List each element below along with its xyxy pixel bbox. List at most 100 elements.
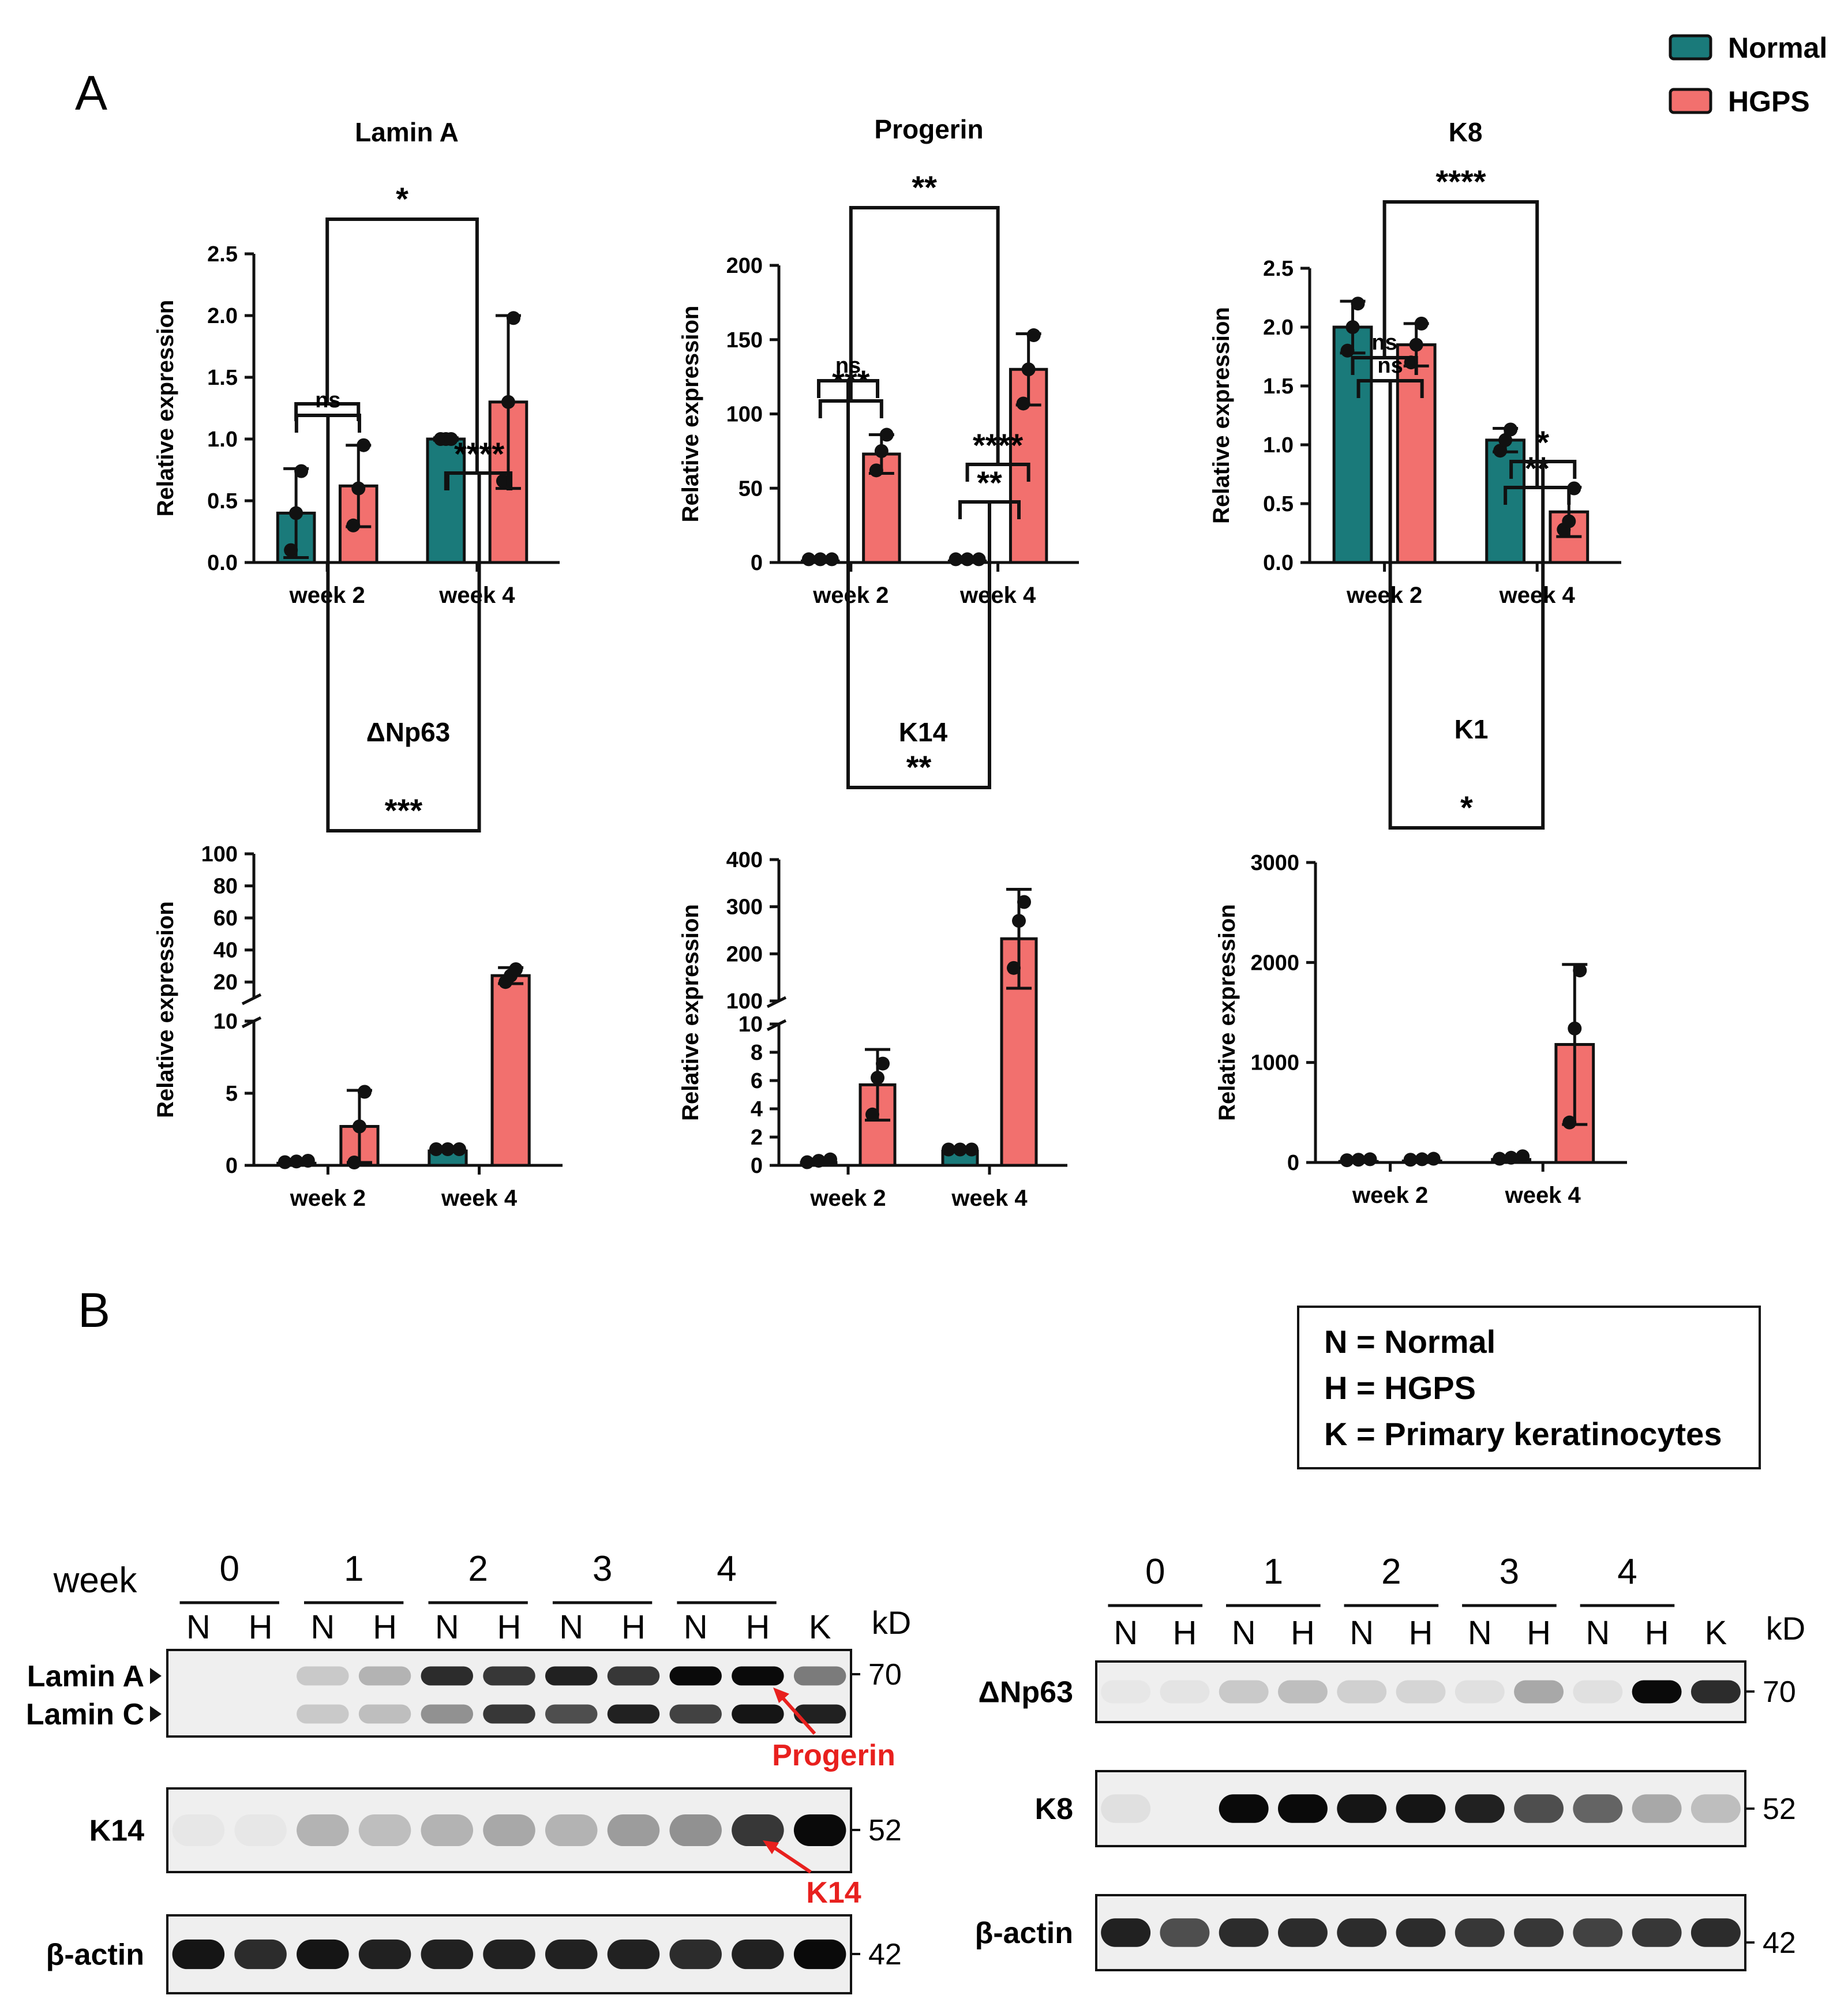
kd-marker: 52 [868, 1814, 902, 1847]
data-point [1504, 422, 1518, 437]
y-axis-label: Relative expression [1209, 307, 1234, 524]
y-tick-label: 0.5 [1263, 492, 1294, 516]
y-tick-label: 8 [751, 1041, 763, 1065]
significance-label: * [1536, 424, 1549, 460]
data-point [1498, 433, 1513, 447]
significance-label: ns [1377, 354, 1403, 378]
lane-label: K [809, 1608, 831, 1646]
band-actin [1278, 1918, 1328, 1947]
data-point [813, 552, 827, 567]
lane-label: H [745, 1608, 770, 1646]
band-K14 [421, 1814, 474, 1847]
y-tick-label: 1.5 [207, 366, 238, 390]
y-tick-label: 0.5 [207, 489, 238, 513]
band-actin [732, 1939, 784, 1970]
y-axis-label: Relative expression [153, 901, 178, 1118]
y-axis-label: Relative expression [678, 306, 703, 523]
chart-title: ΔNp63 [366, 717, 451, 747]
band-lamin-a [358, 1666, 411, 1686]
chart-title: K14 [899, 717, 948, 747]
y-tick-label: 0.0 [207, 551, 238, 575]
row-label-K8: K8 [1035, 1792, 1073, 1826]
data-point [1021, 362, 1036, 377]
data-point [1351, 1153, 1366, 1167]
band-dNp63 [1455, 1680, 1505, 1704]
significance-label: ns [315, 388, 340, 412]
band-lamin-c [545, 1704, 598, 1724]
lane-label: N [310, 1608, 335, 1646]
data-point [869, 463, 883, 478]
band-lamin-a [483, 1666, 535, 1686]
week-number: 0 [1145, 1552, 1165, 1592]
significance-label: * [396, 181, 408, 217]
significance-bracket-outer [325, 217, 479, 473]
band-actin [421, 1939, 474, 1970]
lane-label: H [1172, 1614, 1197, 1652]
data-point [1562, 514, 1576, 528]
y-tick-label: 50 [739, 477, 763, 501]
band-actin [483, 1939, 535, 1970]
lane-label: N [186, 1608, 211, 1646]
row-label-lamin-c: Lamin C [26, 1698, 144, 1731]
band-K14 [545, 1814, 598, 1847]
row-label-actin: β-actin [975, 1917, 1073, 1950]
bar-hgps-week4 [490, 974, 531, 1167]
band-K8 [1101, 1794, 1151, 1823]
lane-label: H [1409, 1614, 1433, 1652]
y-tick-label: 200 [726, 942, 763, 966]
significance-bracket-outer [1388, 381, 1545, 830]
data-point [960, 552, 974, 567]
data-point [444, 432, 458, 446]
bar-hgps-week2 [1396, 343, 1437, 564]
band-actin [1160, 1918, 1210, 1947]
data-point [1017, 895, 1031, 909]
data-point [965, 1142, 979, 1157]
data-point [874, 444, 889, 458]
data-point [942, 1142, 955, 1157]
band-actin [669, 1939, 722, 1970]
band-lamin-a [545, 1666, 598, 1686]
data-point [284, 543, 298, 557]
y-tick-label: 100 [201, 842, 238, 867]
data-point [1363, 1152, 1377, 1167]
y-axis-label: Relative expression [153, 300, 178, 517]
y-tick-label: 2000 [1250, 951, 1299, 975]
data-point [1007, 961, 1021, 975]
data-point [289, 506, 303, 520]
lane-label: N [684, 1608, 708, 1646]
y-tick-label: 150 [726, 328, 763, 352]
row-label-lamin-a: Lamin A [27, 1660, 144, 1693]
band-K8 [1573, 1794, 1623, 1823]
data-point [1012, 914, 1026, 928]
band-actin [1573, 1918, 1623, 1947]
band-lamin-c [793, 1704, 846, 1724]
y-tick-label: 2.0 [1263, 316, 1294, 340]
arrowhead [150, 1668, 162, 1684]
y-tick-label: 0 [751, 1154, 763, 1178]
data-point [953, 1142, 967, 1157]
y-tick-label: 20 [213, 970, 238, 995]
significance-label: *** [385, 792, 423, 828]
arrowhead [150, 1706, 162, 1722]
y-tick-label: 400 [726, 848, 763, 872]
bar-charts: Lamin A Relative expression 0.0 0.5 1.0 1.5 2.… [153, 114, 1627, 1211]
x-tick-label: week 4 [959, 583, 1036, 608]
data-point [879, 427, 894, 442]
band-lamin-a [669, 1666, 722, 1686]
lane-label: H [1291, 1614, 1315, 1652]
band-dNp63 [1396, 1680, 1446, 1704]
band-dNp63 [1690, 1680, 1741, 1704]
annotation-progerin: Progerin [772, 1739, 895, 1772]
chart-title: K1 [1455, 714, 1489, 744]
band-actin [172, 1939, 225, 1970]
band-K14 [669, 1814, 722, 1847]
significance-label: ** [912, 169, 937, 205]
lane-label: N [559, 1608, 583, 1646]
band-lamin-c [669, 1704, 722, 1724]
band-lamin-c [607, 1704, 660, 1724]
band-K8 [1278, 1794, 1328, 1823]
significance-bracket-outer [846, 381, 991, 789]
axis-break-mark [241, 993, 262, 1006]
band-actin [545, 1939, 598, 1970]
band-actin [1337, 1918, 1387, 1947]
